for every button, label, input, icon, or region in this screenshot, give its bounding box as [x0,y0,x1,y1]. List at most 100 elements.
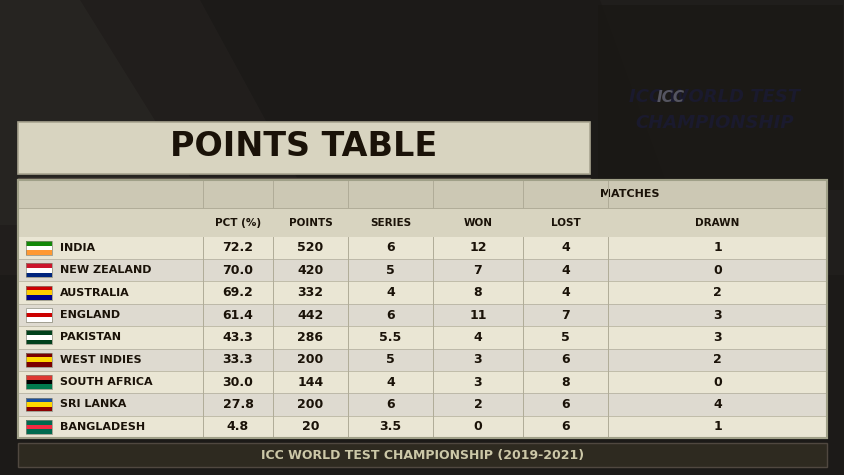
Text: 144: 144 [297,376,323,389]
Text: 0: 0 [712,264,721,277]
Bar [19,416,825,438]
Bar [26,286,52,300]
Bar [26,375,52,389]
Text: SRI LANKA: SRI LANKA [60,399,127,409]
Text: PCT (%): PCT (%) [214,218,261,228]
Bar [26,353,52,357]
Bar [26,263,52,268]
Text: SERIES: SERIES [370,218,410,228]
Text: 3: 3 [473,353,482,366]
Bar [26,241,52,255]
Text: 200: 200 [297,398,323,411]
Text: 2: 2 [712,353,721,366]
Text: 4: 4 [473,331,482,344]
Text: 4: 4 [560,286,569,299]
Text: 4: 4 [386,286,394,299]
Text: 4: 4 [560,264,569,277]
Text: 8: 8 [560,376,569,389]
Text: 200: 200 [297,353,323,366]
Bar [18,180,826,438]
Text: 33.3: 33.3 [223,353,253,366]
Text: 2: 2 [712,286,721,299]
Bar [26,420,52,425]
Text: DRAWN: DRAWN [695,218,738,228]
Bar [26,353,52,367]
Bar [18,180,826,438]
Text: 7: 7 [473,264,482,277]
Text: 2: 2 [473,398,482,411]
Bar [26,425,52,429]
Bar [19,282,825,304]
Bar [26,286,52,290]
Text: NEW ZEALAND: NEW ZEALAND [60,266,151,276]
Text: 8: 8 [473,286,482,299]
Bar [26,295,52,300]
Bar [26,250,52,255]
Text: 5: 5 [386,264,394,277]
Text: 286: 286 [297,331,323,344]
Polygon shape [0,0,349,275]
Bar [19,259,825,282]
Bar [18,122,589,174]
Text: ICC: ICC [657,89,684,104]
Text: 3: 3 [473,376,482,389]
Text: 5: 5 [386,353,394,366]
Text: WON: WON [463,218,492,228]
Text: AS ON 3 MAY 2021: AS ON 3 MAY 2021 [34,183,187,199]
Bar [26,331,52,344]
Bar [26,357,52,362]
Bar [26,308,52,322]
Text: 4: 4 [712,398,721,411]
Text: 5: 5 [560,331,569,344]
Text: AUSTRALIA: AUSTRALIA [60,288,130,298]
Bar [26,420,52,434]
Text: 61.4: 61.4 [222,309,253,322]
Bar [26,380,52,384]
Bar [26,398,52,402]
Bar [26,402,52,407]
Text: 11: 11 [468,309,486,322]
Text: ENGLAND: ENGLAND [60,310,120,320]
Text: 4.8: 4.8 [227,420,249,433]
Bar [19,393,825,416]
Bar [26,407,52,411]
Text: 6: 6 [560,353,569,366]
Text: 332: 332 [297,286,323,299]
Bar [19,180,825,209]
Bar [19,237,825,259]
Bar [26,331,52,335]
Bar [26,317,52,322]
Text: 12: 12 [468,241,486,255]
Bar [26,429,52,434]
Bar [26,263,52,277]
Text: POINTS TABLE: POINTS TABLE [170,131,437,163]
Text: 69.2: 69.2 [222,286,253,299]
Bar [26,241,52,246]
Text: BANGLADESH: BANGLADESH [60,422,145,432]
Text: 1: 1 [712,420,721,433]
Bar [26,384,52,389]
Text: PAKISTAN: PAKISTAN [60,332,121,342]
Text: 3: 3 [712,309,721,322]
Bar [26,246,52,250]
Text: POINTS: POINTS [289,218,332,228]
Bar [19,304,825,326]
Bar [26,290,52,295]
Text: MATCHES: MATCHES [599,189,659,199]
Text: 442: 442 [297,309,323,322]
Bar [26,340,52,344]
Text: 3.5: 3.5 [379,420,401,433]
Text: WEST INDIES: WEST INDIES [60,355,142,365]
Polygon shape [0,0,219,225]
Bar [26,313,52,317]
Text: SOUTH AFRICA: SOUTH AFRICA [60,377,153,387]
Bar [26,398,52,411]
Text: 4: 4 [386,376,394,389]
Bar [19,349,825,371]
Text: 30.0: 30.0 [222,376,253,389]
Text: 7: 7 [560,309,569,322]
Bar [19,326,825,349]
Text: 0: 0 [473,420,482,433]
Text: 27.8: 27.8 [222,398,253,411]
Text: 20: 20 [301,420,319,433]
